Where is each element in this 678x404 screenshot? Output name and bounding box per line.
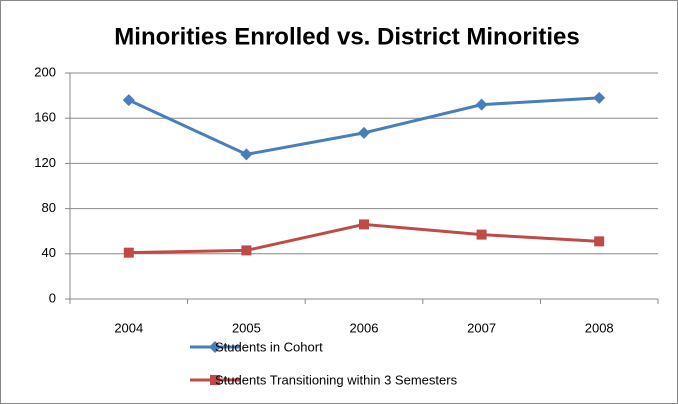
- x-tick-label: 2006: [350, 320, 379, 335]
- marker: [123, 247, 134, 258]
- marker: [209, 341, 221, 353]
- marker: [210, 375, 220, 385]
- chart-title: Minorities Enrolled vs. District Minorit…: [114, 23, 579, 50]
- marker: [359, 219, 369, 230]
- legend-label: Students Transitioning within 3 Semester…: [215, 372, 458, 387]
- y-tick-label: 80: [42, 200, 56, 215]
- marker: [594, 236, 605, 247]
- marker: [122, 94, 135, 107]
- y-tick-label: 160: [34, 110, 56, 125]
- x-tick-label: 2005: [232, 320, 261, 335]
- x-tick-label: 2007: [467, 320, 496, 335]
- marker: [241, 245, 252, 256]
- marker: [240, 148, 253, 161]
- y-tick-label: 120: [34, 155, 56, 170]
- y-tick-label: 0: [49, 290, 56, 305]
- legend-label: Students in Cohort: [215, 339, 323, 354]
- marker: [476, 229, 487, 240]
- y-tick-label: 40: [42, 245, 56, 260]
- marker: [593, 91, 606, 104]
- x-tick-label: 2008: [585, 320, 614, 335]
- y-tick-label: 200: [34, 64, 56, 79]
- marker: [475, 98, 488, 111]
- marker: [358, 126, 370, 139]
- x-tick-label: 2004: [114, 320, 143, 335]
